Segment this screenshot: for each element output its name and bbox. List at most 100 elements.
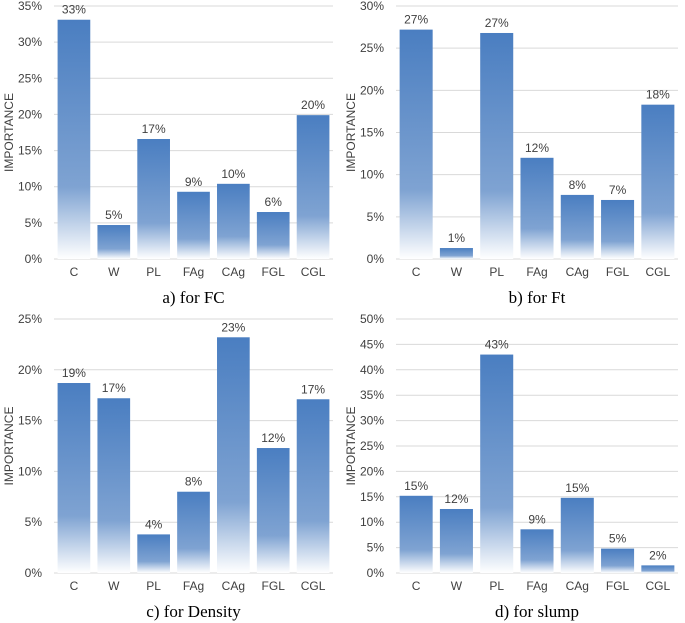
data-label: 15%	[565, 481, 589, 495]
category-label: CGL	[301, 265, 326, 279]
data-label: 1%	[448, 231, 466, 245]
category-label: W	[451, 579, 463, 593]
category-label: W	[108, 265, 120, 279]
category-label: W	[451, 265, 463, 279]
y-tick-label: 20%	[18, 363, 42, 377]
y-tick-label: 30%	[360, 0, 384, 13]
bar-cag	[217, 183, 250, 259]
y-tick-label: 25%	[360, 41, 384, 55]
chart-panel-ft: 0% 5% 10% 15% 20% 25% 30% IMPORTANCE 27% C 1% W 27% P…	[344, 0, 678, 307]
y-tick-label: 35%	[18, 0, 42, 13]
category-label: PL	[146, 579, 161, 593]
y-tick-label: 35%	[360, 388, 384, 402]
bar-w	[97, 225, 131, 259]
data-label: 23%	[221, 320, 245, 334]
category-label: FGL	[262, 265, 286, 279]
bar-cag	[217, 337, 250, 573]
bar-fgl	[256, 212, 290, 259]
y-tick-label: 25%	[18, 71, 42, 85]
y-tick-label: 0%	[367, 252, 385, 266]
bar-fag	[177, 491, 210, 573]
y-axis-title: IMPORTANCE	[344, 93, 358, 172]
bar-fgl	[601, 548, 635, 573]
bar-pl	[137, 139, 170, 259]
data-label: 27%	[485, 16, 509, 30]
y-axis-title: IMPORTANCE	[2, 93, 16, 172]
data-label: 33%	[62, 3, 86, 17]
y-tick-label: 40%	[360, 363, 384, 377]
bar-c	[57, 19, 91, 260]
data-label: 43%	[485, 338, 509, 352]
y-tick-label: 0%	[25, 252, 43, 266]
data-label: 8%	[185, 475, 203, 489]
bar-fag	[177, 191, 210, 259]
data-label: 7%	[609, 183, 627, 197]
chart-caption: d) for slump	[495, 602, 579, 621]
category-label: C	[70, 265, 79, 279]
y-axis-title: IMPORTANCE	[2, 407, 16, 486]
y-tick-label: 15%	[18, 414, 42, 428]
data-label: 17%	[102, 381, 126, 395]
category-label: CAg	[222, 265, 245, 279]
data-label: 6%	[265, 195, 283, 209]
category-label: FAg	[526, 579, 547, 593]
y-tick-label: 25%	[18, 312, 42, 326]
y-tick-label: 30%	[18, 35, 42, 49]
data-label: 9%	[528, 512, 546, 526]
category-label: CAg	[222, 579, 245, 593]
data-label: 12%	[261, 431, 285, 445]
y-tick-label: 5%	[367, 541, 385, 555]
data-label: 15%	[404, 479, 428, 493]
y-tick-label: 10%	[18, 464, 42, 478]
data-label: 17%	[301, 382, 325, 396]
bar-cgl	[641, 565, 675, 573]
category-label: C	[412, 265, 421, 279]
category-label: FGL	[262, 579, 286, 593]
bar-pl	[480, 32, 514, 260]
y-tick-label: 50%	[360, 312, 384, 326]
y-tick-label: 15%	[360, 126, 384, 140]
y-tick-label: 5%	[367, 210, 385, 224]
y-tick-label: 10%	[360, 168, 384, 182]
bar-c	[399, 495, 433, 573]
y-tick-label: 10%	[360, 515, 384, 529]
bar-cgl	[296, 115, 330, 259]
y-tick-label: 30%	[360, 414, 384, 428]
data-label: 27%	[404, 13, 428, 27]
chart-panel-slump: 0% 5% 10% 15% 20% 25% 30% 35% 40% 45% 50% IMPORTANC…	[344, 312, 678, 621]
chart-caption: b) for Ft	[509, 288, 566, 307]
bar-w	[439, 248, 473, 259]
data-label: 17%	[142, 122, 166, 136]
y-tick-label: 15%	[360, 490, 384, 504]
y-tick-label: 10%	[18, 180, 42, 194]
bar-cgl	[641, 104, 675, 259]
y-tick-label: 20%	[360, 464, 384, 478]
bar-w	[439, 508, 473, 573]
y-tick-label: 5%	[25, 515, 43, 529]
chart-caption: a) for FC	[162, 288, 224, 307]
bar-cag	[560, 497, 594, 573]
bar-fgl	[256, 448, 290, 573]
bar-c	[399, 29, 433, 260]
data-label: 20%	[301, 98, 325, 112]
bar-fag	[520, 529, 554, 573]
chart-caption: c) for Density	[146, 602, 241, 621]
y-tick-label: 15%	[18, 144, 42, 158]
data-label: 9%	[185, 175, 203, 189]
category-label: FAg	[526, 265, 547, 279]
category-label: CAg	[566, 265, 589, 279]
category-label: C	[70, 579, 79, 593]
category-label: PL	[146, 265, 161, 279]
category-label: FGL	[606, 265, 630, 279]
data-label: 18%	[646, 88, 670, 102]
data-label: 4%	[145, 517, 163, 531]
bar-pl	[480, 354, 514, 573]
y-tick-label: 45%	[360, 337, 384, 351]
category-label: CGL	[646, 265, 671, 279]
bar-pl	[137, 534, 170, 573]
bar-cag	[560, 194, 594, 259]
data-label: 12%	[525, 141, 549, 155]
bar-c	[57, 383, 91, 573]
y-tick-label: 0%	[25, 566, 43, 580]
category-label: FAg	[183, 265, 204, 279]
